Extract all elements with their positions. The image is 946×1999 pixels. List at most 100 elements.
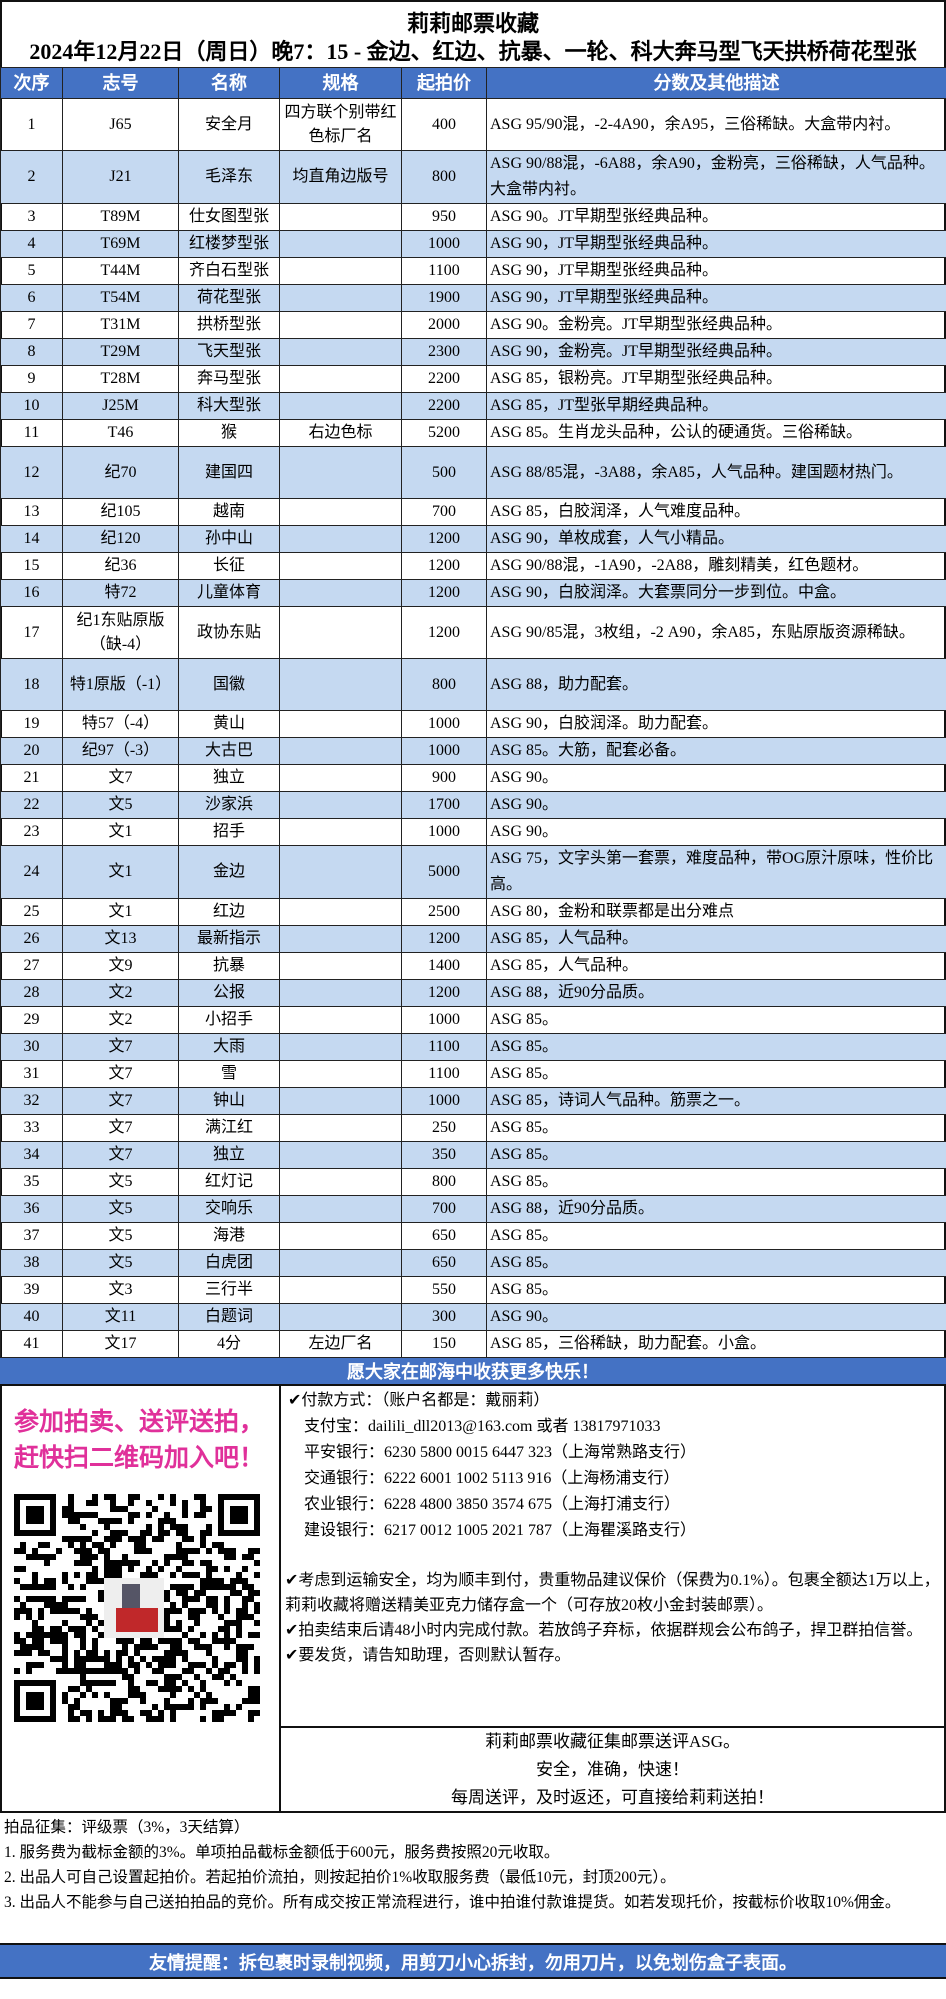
cell-spec — [280, 312, 402, 339]
cell-start-price: 5200 — [402, 420, 487, 447]
cell-start-price: 400 — [402, 99, 487, 151]
cell-start-price: 950 — [402, 204, 487, 231]
cell-name: 红灯记 — [179, 1169, 280, 1196]
cell-name: 白虎团 — [179, 1250, 280, 1277]
cell-order: 18 — [1, 659, 63, 711]
cell-start-price: 2000 — [402, 312, 487, 339]
cell-order: 30 — [1, 1034, 63, 1061]
rules-heading: 拍品征集：评级票（3%，3天结算） — [4, 1815, 942, 1840]
cell-name: 猴 — [179, 420, 280, 447]
cell-spec — [280, 1115, 402, 1142]
cell-code: T44M — [63, 258, 179, 285]
col-header-spec: 规格 — [280, 68, 402, 99]
bank-line: 建设银行：6217 0012 1005 2021 787（上海瞿溪路支行） — [288, 1518, 940, 1544]
cell-order: 24 — [1, 846, 63, 899]
cell-description: ASG 90。 — [487, 819, 946, 846]
qr-code-icon[interactable] — [14, 1494, 260, 1722]
cell-start-price: 350 — [402, 1142, 487, 1169]
cell-spec — [280, 607, 402, 659]
cell-spec — [280, 447, 402, 499]
col-header-code: 志号 — [63, 68, 179, 99]
cell-order: 25 — [1, 899, 63, 926]
cell-name: 独立 — [179, 1142, 280, 1169]
cell-order: 37 — [1, 1223, 63, 1250]
cell-description: ASG 85，JT型张早期经典品种。 — [487, 393, 946, 420]
cell-code: 特57（-4） — [63, 711, 179, 738]
cell-start-price: 1900 — [402, 285, 487, 312]
cell-order: 23 — [1, 819, 63, 846]
cell-name: 最新指示 — [179, 926, 280, 953]
col-header-name: 名称 — [179, 68, 280, 99]
cell-description: ASG 80，金粉和联票都是出分难点 — [487, 899, 946, 926]
cell-spec — [280, 1088, 402, 1115]
alipay-line: 支付宝：dailili_dll2013@163.com 或者 138179710… — [288, 1414, 940, 1440]
auction-subtitle: 2024年12月22日（周日）晚7：15 - 金边、红边、抗暴、一轮、科大奔马型… — [0, 34, 946, 66]
cell-start-price: 550 — [402, 1277, 487, 1304]
cell-code: 文1 — [63, 846, 179, 899]
cell-name: 拱桥型张 — [179, 312, 280, 339]
cell-start-price: 1000 — [402, 711, 487, 738]
cell-order: 12 — [1, 447, 63, 499]
cell-code: 文3 — [63, 1277, 179, 1304]
cell-code: 纪120 — [63, 526, 179, 553]
cell-spec — [280, 738, 402, 765]
cell-start-price: 300 — [402, 1304, 487, 1331]
col-header-start-price: 起拍价 — [402, 68, 487, 99]
cell-code: 纪70 — [63, 447, 179, 499]
cell-name: 钟山 — [179, 1088, 280, 1115]
cell-name: 安全月 — [179, 99, 280, 151]
cell-start-price: 800 — [402, 151, 487, 204]
cell-description: ASG 95/90混，-2-4A90，余A95，三俗稀缺。大盒带内衬。 — [487, 99, 946, 151]
cell-name: 沙家浜 — [179, 792, 280, 819]
cell-description: ASG 85。 — [487, 1250, 946, 1277]
cell-spec — [280, 1007, 402, 1034]
shipping-notes: ✔考虑到运输安全，均为顺丰到付，贵重物品建议保价（保费为0.1%）。包裹全额达1… — [285, 1568, 940, 1668]
cell-description: ASG 85。 — [487, 1169, 946, 1196]
cell-code: 文7 — [63, 1142, 179, 1169]
cell-order: 41 — [1, 1331, 63, 1358]
cell-name: 小招手 — [179, 1007, 280, 1034]
cell-start-price: 1000 — [402, 738, 487, 765]
cell-spec — [280, 953, 402, 980]
cell-order: 9 — [1, 366, 63, 393]
cell-order: 5 — [1, 258, 63, 285]
bank-line: 平安银行：6230 5800 0015 6447 323（上海常熟路支行） — [288, 1440, 940, 1466]
cell-order: 15 — [1, 553, 63, 580]
cell-order: 6 — [1, 285, 63, 312]
cell-order: 33 — [1, 1115, 63, 1142]
cell-code: T31M — [63, 312, 179, 339]
cell-name: 抗暴 — [179, 953, 280, 980]
cell-spec — [280, 765, 402, 792]
cell-order: 17 — [1, 607, 63, 659]
cell-spec — [280, 1196, 402, 1223]
cell-order: 16 — [1, 580, 63, 607]
cell-start-price: 1400 — [402, 953, 487, 980]
cell-start-price: 1000 — [402, 231, 487, 258]
cell-code: 文5 — [63, 1196, 179, 1223]
cell-code: 文1 — [63, 899, 179, 926]
cell-name: 大雨 — [179, 1034, 280, 1061]
cell-spec — [280, 231, 402, 258]
cell-spec — [280, 792, 402, 819]
cell-order: 20 — [1, 738, 63, 765]
cell-order: 7 — [1, 312, 63, 339]
col-header-order: 次序 — [1, 68, 63, 99]
cell-order: 28 — [1, 980, 63, 1007]
cell-start-price: 500 — [402, 447, 487, 499]
cell-start-price: 5000 — [402, 846, 487, 899]
cell-order: 34 — [1, 1142, 63, 1169]
cell-order: 11 — [1, 420, 63, 447]
cell-name: 交响乐 — [179, 1196, 280, 1223]
cell-code: T28M — [63, 366, 179, 393]
cell-code: J25M — [63, 393, 179, 420]
cell-order: 40 — [1, 1304, 63, 1331]
cell-description: ASG 90，白胶润泽。大套票同分一步到位。中盒。 — [487, 580, 946, 607]
cell-description: ASG 85，三俗稀缺，助力配套。小盒。 — [487, 1331, 946, 1358]
